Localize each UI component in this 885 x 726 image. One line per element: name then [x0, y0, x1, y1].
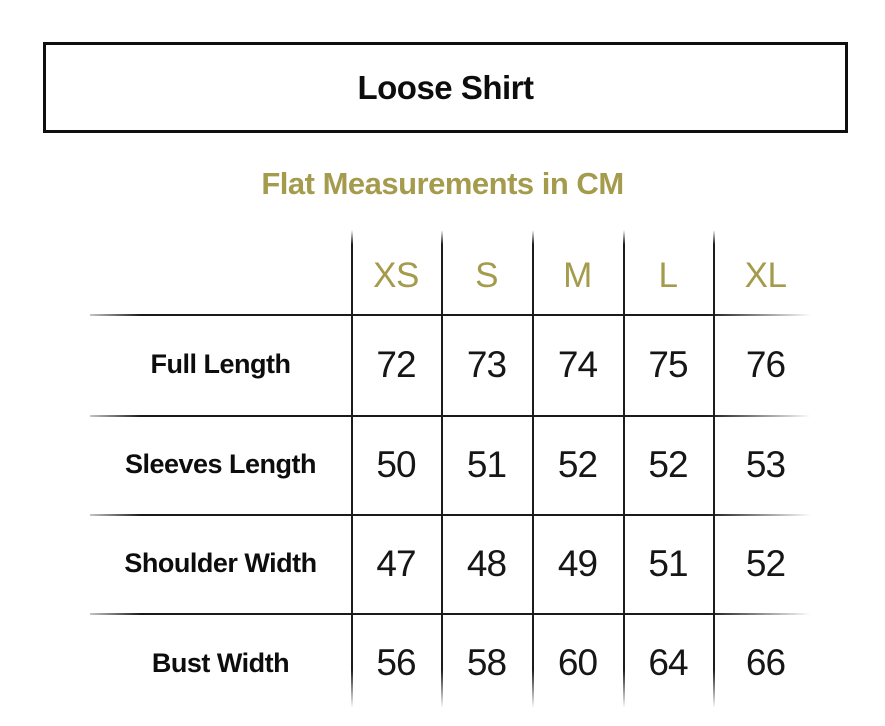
cell-sleeves-length-s: 51	[466, 443, 507, 485]
cell-shoulder-width-xs: 47	[376, 542, 416, 584]
table-horizontal-line	[90, 514, 818, 516]
row-label-bust-width: Bust Width	[151, 647, 290, 678]
row-label-sleeves-length: Sleeves Length	[124, 449, 317, 479]
cell-sleeves-length-xl: 53	[745, 443, 786, 485]
cell-bust-width-l: 64	[648, 642, 688, 683]
table-vertical-line	[623, 230, 625, 708]
table-vertical-line	[713, 230, 715, 708]
table-horizontal-line	[90, 613, 818, 615]
measurements-subtitle: Flat Measurements in CM	[261, 166, 624, 201]
cell-bust-width-xs: 56	[376, 642, 416, 683]
corner-empty-cell	[90, 230, 351, 314]
row-label-full-length: Full Length	[150, 349, 291, 379]
size-chart-grid: XS S M L XL Full Length 72 73 74 75 76 S…	[90, 230, 818, 713]
cell-shoulder-width-m: 49	[557, 542, 598, 584]
row-label-shoulder-width: Shoulder Width	[124, 548, 317, 578]
table-vertical-line	[532, 230, 534, 708]
size-header-xs: XS	[373, 256, 419, 295]
product-title: Loose Shirt	[357, 68, 534, 106]
table-vertical-line	[351, 230, 353, 708]
cell-sleeves-length-xs: 50	[376, 443, 416, 485]
cell-bust-width-xl: 66	[745, 642, 786, 683]
table-horizontal-line	[90, 415, 818, 417]
cell-shoulder-width-l: 51	[648, 542, 688, 584]
cell-sleeves-length-l: 52	[648, 443, 688, 485]
cell-sleeves-length-m: 52	[557, 443, 598, 485]
size-header-m: M	[563, 256, 592, 295]
product-title-box: Loose Shirt	[43, 42, 848, 133]
size-header-xl: XL	[744, 256, 787, 295]
table-vertical-line	[441, 230, 443, 708]
cell-shoulder-width-xl: 52	[745, 542, 786, 584]
size-chart-table: XS S M L XL Full Length 72 73 74 75 76 S…	[90, 230, 818, 713]
cell-shoulder-width-s: 48	[466, 542, 507, 584]
cell-full-length-s: 73	[466, 343, 507, 385]
size-header-l: L	[658, 256, 678, 295]
cell-bust-width-m: 60	[557, 642, 598, 683]
cell-full-length-xl: 76	[745, 343, 786, 385]
table-horizontal-line	[90, 314, 818, 316]
size-header-s: S	[475, 256, 498, 295]
cell-bust-width-s: 58	[466, 642, 507, 683]
cell-full-length-m: 74	[557, 343, 598, 385]
cell-full-length-l: 75	[648, 343, 688, 385]
cell-full-length-xs: 72	[376, 343, 416, 385]
